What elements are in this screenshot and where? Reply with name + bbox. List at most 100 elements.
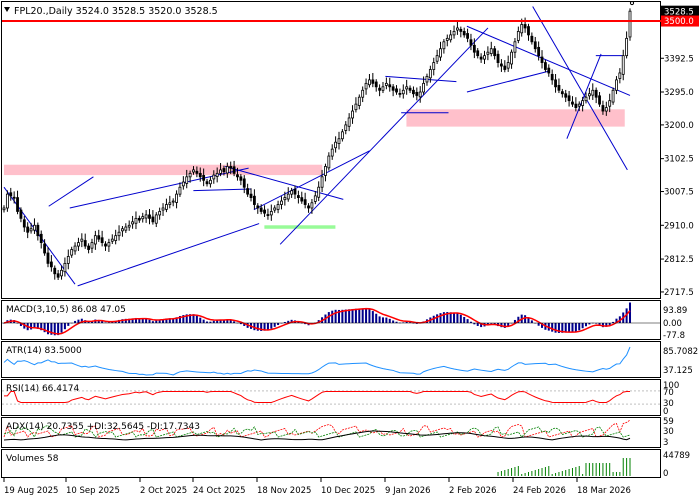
candle-body: [63, 262, 67, 273]
candle-body: [577, 103, 581, 107]
macd-bar: [365, 308, 368, 323]
candle-body: [344, 124, 348, 131]
atr-panel-border: [1, 341, 661, 378]
candle-body: [395, 88, 398, 93]
candle: [354, 97, 358, 113]
candle: [117, 225, 121, 241]
trendline-11: [466, 25, 631, 96]
candle: [594, 87, 598, 104]
macd-bar: [77, 319, 80, 323]
candle-body: [290, 190, 294, 195]
candle: [181, 176, 185, 190]
candle: [43, 239, 47, 256]
candle-body: [242, 178, 246, 188]
candle-body: [148, 214, 151, 219]
candle-body: [547, 67, 551, 74]
x-tick-label: 10 Dec 2025: [321, 486, 375, 496]
candle-body: [462, 31, 466, 36]
macd-bar: [337, 309, 341, 323]
macd-bar: [148, 319, 151, 323]
macd-bar: [145, 318, 148, 323]
adx-layer: [3, 419, 631, 441]
candle-body: [70, 249, 74, 256]
candle: [479, 53, 483, 63]
candle: [510, 49, 513, 69]
candle: [192, 166, 195, 175]
candle: [22, 215, 26, 232]
candle-body: [117, 231, 121, 237]
macd-bar: [395, 321, 398, 323]
macd-bar: [466, 319, 469, 323]
candle-body: [134, 217, 138, 224]
candle: [188, 170, 192, 183]
candle-body: [625, 37, 629, 57]
candle: [26, 222, 30, 239]
macd-bar: [226, 319, 229, 323]
candle-body: [215, 172, 219, 177]
macd-bar: [158, 319, 161, 323]
candle: [442, 39, 446, 54]
macd-bar: [165, 318, 168, 323]
y-tick-label: 3295.0: [664, 88, 694, 98]
candle-body: [493, 48, 497, 57]
rsi-line: [4, 391, 630, 403]
candle: [324, 163, 327, 182]
candle-body: [236, 174, 239, 178]
trendline-7: [279, 27, 489, 245]
macd-bar: [561, 323, 564, 333]
rsi-axis-0: 0: [663, 407, 668, 417]
candle-body: [53, 267, 57, 275]
macd-bar: [63, 323, 66, 330]
candle-body: [456, 27, 459, 31]
candle-body: [246, 188, 250, 195]
panel-borders: [1, 1, 661, 478]
macd-bar: [80, 318, 83, 323]
candle: [472, 38, 476, 59]
macd-bar: [199, 317, 202, 323]
candle-body: [571, 101, 574, 105]
macd-bar: [50, 323, 53, 335]
candle-body: [361, 89, 365, 98]
candle: [388, 77, 392, 92]
macd-bar: [209, 321, 212, 323]
macd-bar: [33, 323, 36, 328]
candle: [198, 167, 202, 182]
price-axis: 3392.5 3295.0 3200.0 3102.5 3007.5 2910.0 2812…: [661, 5, 699, 298]
candle-body: [408, 87, 412, 91]
candle-body: [307, 205, 310, 209]
candle-body: [104, 243, 107, 247]
candle-body: [43, 243, 47, 254]
candle-body: [567, 95, 571, 102]
macd-label: MACD(3,10,5) 86.08 47.05: [6, 305, 126, 315]
candle-body: [587, 93, 591, 97]
candle: [2, 205, 6, 213]
candle: [577, 101, 581, 112]
candle: [554, 74, 557, 93]
price-tag: 3500.0: [661, 15, 699, 27]
macd-bar: [141, 318, 144, 323]
candle: [46, 247, 50, 268]
macd-bar: [354, 308, 357, 323]
candle-body: [469, 39, 473, 46]
candle-body: [249, 193, 253, 199]
candle-body: [168, 202, 172, 205]
candle-body: [384, 82, 388, 86]
candle: [300, 191, 304, 204]
collapse-triangle-icon[interactable]: [4, 7, 10, 12]
candle: [415, 87, 419, 101]
candle: [540, 50, 544, 69]
candle-body: [252, 195, 256, 205]
candle-body: [496, 53, 500, 63]
candle: [266, 208, 270, 220]
candle: [83, 233, 87, 249]
candle: [256, 203, 260, 214]
candle-body: [554, 79, 557, 88]
candle-body: [165, 204, 168, 210]
candle: [500, 59, 503, 72]
candle: [127, 220, 131, 231]
symbol-header: FPL20.,Daily 3524.0 3528.5 3520.0 3528.5: [4, 6, 218, 17]
macd-bar: [229, 319, 232, 323]
candle-body: [229, 166, 233, 169]
candle-body: [300, 197, 304, 202]
candle-body: [296, 195, 300, 199]
